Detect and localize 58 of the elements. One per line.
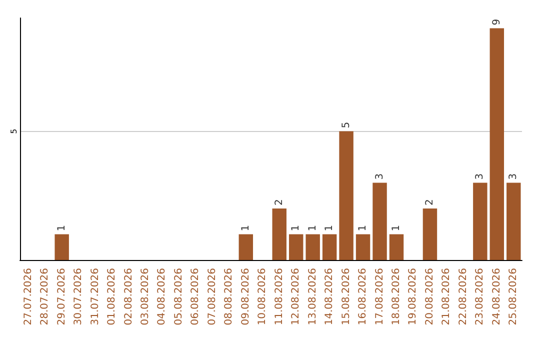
data-label: 1	[358, 224, 369, 232]
x-tick-label: 19.08.2026	[408, 268, 419, 326]
x-tick-label: 30.07.2026	[73, 268, 84, 326]
bar	[306, 234, 320, 260]
x-tick-label: 13.08.2026	[307, 268, 318, 326]
data-label: 1	[240, 224, 252, 232]
x-tick-label: 01.08.2026	[106, 268, 118, 326]
data-label: 3	[374, 173, 386, 180]
x-tick-label: 22.08.2026	[458, 268, 469, 326]
data-label: 3	[508, 173, 520, 180]
bar	[322, 234, 337, 260]
x-tick-label: 24.08.2026	[491, 268, 502, 326]
bar	[422, 208, 438, 260]
x-tick-label: 29.07.2026	[56, 268, 68, 326]
bar	[389, 234, 404, 260]
bar	[288, 234, 304, 260]
data-label: 1	[307, 224, 318, 232]
data-label: 2	[424, 199, 436, 206]
x-tick-label: 25.08.2026	[508, 268, 520, 326]
data-label: 1	[56, 224, 68, 232]
x-tick-label: 27.07.2026	[22, 268, 34, 326]
x-tick-label: 05.08.2026	[173, 268, 184, 326]
x-tick-label: 12.08.2026	[290, 268, 302, 326]
x-tick-label: 31.07.2026	[90, 268, 101, 326]
x-tick-label: 28.07.2026	[40, 268, 51, 326]
data-label: 3	[474, 173, 486, 180]
bar	[490, 28, 504, 260]
x-tick-label: 03.08.2026	[140, 268, 151, 326]
x-tick-label: 11.08.2026	[274, 268, 285, 326]
x-tick-label: 07.08.2026	[206, 268, 218, 326]
data-label: 2	[274, 199, 285, 206]
x-tick-label: 16.08.2026	[358, 268, 369, 326]
data-label: 1	[324, 224, 336, 232]
x-tick-label: 21.08.2026	[441, 268, 452, 326]
data-label: 9	[491, 18, 502, 26]
x-tick-label: 04.08.2026	[156, 268, 168, 326]
bar	[238, 234, 254, 260]
bar	[473, 182, 488, 260]
data-label: 1	[290, 224, 302, 232]
bar	[356, 234, 370, 260]
bar	[339, 131, 354, 260]
x-tick-label: 15.08.2026	[340, 268, 352, 326]
x-tick-label: 02.08.2026	[123, 268, 134, 326]
x-tick-label: 10.08.2026	[257, 268, 268, 326]
x-tick-label: 17.08.2026	[374, 268, 386, 326]
x-tick-label: 18.08.2026	[391, 268, 402, 326]
bar	[272, 208, 286, 260]
data-label: 5	[340, 122, 352, 128]
bar	[54, 234, 69, 260]
bar	[372, 182, 387, 260]
x-tick-label: 08.08.2026	[224, 268, 235, 326]
x-tick-label: 09.08.2026	[240, 268, 252, 326]
x-tick-label: 14.08.2026	[324, 268, 336, 326]
x-tick-label: 20.08.2026	[424, 268, 436, 326]
data-label: 1	[391, 224, 402, 232]
x-tick-label: 06.08.2026	[190, 268, 202, 326]
x-tick-label: 23.08.2026	[474, 268, 486, 326]
bar	[506, 182, 521, 260]
